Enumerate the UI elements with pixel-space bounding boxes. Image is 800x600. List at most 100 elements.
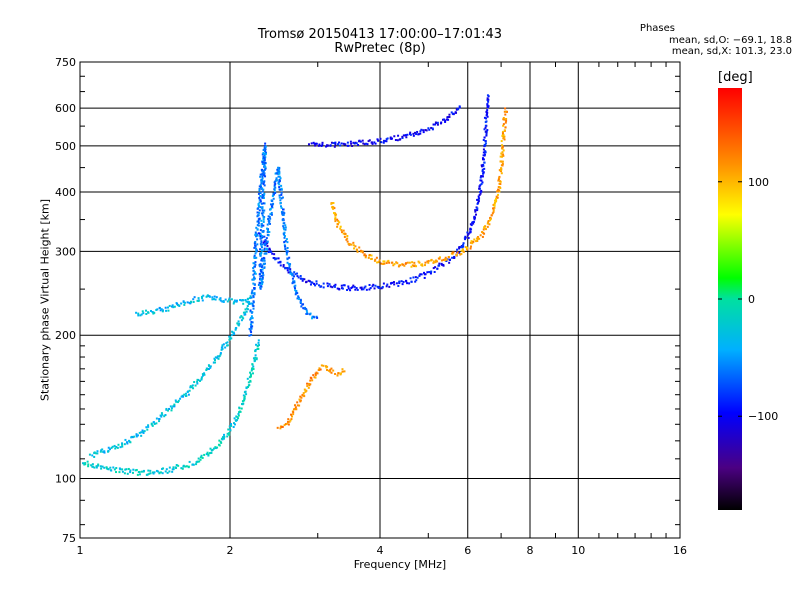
echo-point xyxy=(326,369,329,372)
echo-point xyxy=(497,193,500,196)
echo-point xyxy=(125,441,128,444)
echo-point xyxy=(363,143,366,146)
y-tick-label: 75 xyxy=(62,532,76,545)
echo-point xyxy=(167,309,170,312)
echo-point xyxy=(434,123,437,126)
echo-point xyxy=(293,408,296,411)
echo-point xyxy=(149,472,152,475)
echo-point xyxy=(279,188,282,191)
echo-point xyxy=(249,295,252,298)
echo-point xyxy=(322,282,325,285)
echo-point xyxy=(481,157,484,160)
echo-point xyxy=(403,264,406,267)
echo-point xyxy=(284,247,287,250)
echo-point xyxy=(265,237,268,240)
echo-point xyxy=(222,436,225,439)
echo-point xyxy=(174,466,177,469)
echo-point xyxy=(294,406,297,409)
echo-point xyxy=(462,243,465,246)
echo-point xyxy=(88,453,91,456)
echo-point xyxy=(404,134,407,137)
colorbar-tick-label: 100 xyxy=(748,176,769,189)
echo-point xyxy=(280,193,283,196)
echo-point xyxy=(294,289,297,292)
echo-point xyxy=(448,261,451,264)
echo-point xyxy=(256,207,259,210)
echo-point xyxy=(493,199,496,202)
echo-point xyxy=(249,371,252,374)
echo-point xyxy=(257,341,260,344)
echo-point xyxy=(417,133,420,136)
echo-point xyxy=(261,190,264,193)
echo-point xyxy=(259,242,262,245)
echo-point xyxy=(158,417,161,420)
echo-point xyxy=(284,245,287,248)
echo-point xyxy=(253,276,256,279)
echo-point xyxy=(296,292,299,295)
echo-point xyxy=(300,305,303,308)
echo-point xyxy=(165,468,168,471)
echo-point xyxy=(340,229,343,232)
echo-point xyxy=(503,129,506,132)
echo-point xyxy=(275,257,278,260)
echo-point xyxy=(419,273,422,276)
echo-point xyxy=(301,393,304,396)
echo-point xyxy=(86,460,89,463)
echo-point xyxy=(214,447,217,450)
echo-point xyxy=(229,428,232,431)
echo-point xyxy=(343,284,346,287)
echo-point xyxy=(261,172,264,175)
echo-point xyxy=(133,435,136,438)
echo-point xyxy=(394,139,397,142)
echo-point xyxy=(115,471,118,474)
echo-point xyxy=(500,152,503,155)
echo-point xyxy=(292,281,295,284)
echo-point xyxy=(501,134,504,137)
echo-point xyxy=(501,130,504,133)
echo-point xyxy=(341,231,344,234)
y-tick-label: 200 xyxy=(55,329,76,342)
echo-point xyxy=(289,419,292,422)
echo-point xyxy=(264,243,267,246)
minor-ticks xyxy=(80,62,680,538)
echo-point xyxy=(235,300,238,303)
echo-point xyxy=(263,172,266,175)
echo-point xyxy=(237,320,240,323)
echo-point xyxy=(113,444,116,447)
echo-point xyxy=(315,282,318,285)
echo-point xyxy=(359,249,362,252)
echo-point xyxy=(333,212,336,215)
echo-point xyxy=(257,205,260,208)
echo-point xyxy=(161,310,164,313)
echo-point xyxy=(282,265,285,268)
echo-point xyxy=(451,252,454,255)
echo-point xyxy=(355,248,358,251)
echo-point xyxy=(355,142,358,145)
echo-point xyxy=(380,141,383,144)
echo-point xyxy=(493,201,496,204)
echo-point xyxy=(220,437,223,440)
echo-point xyxy=(138,470,141,473)
echo-point xyxy=(479,179,482,182)
echo-point xyxy=(469,228,472,231)
echo-point xyxy=(107,449,110,452)
echo-point xyxy=(406,282,409,285)
echo-point xyxy=(333,284,336,287)
echo-point xyxy=(147,469,150,472)
echo-point xyxy=(242,394,245,397)
echo-point xyxy=(262,274,265,277)
echo-point xyxy=(414,280,417,283)
echo-point xyxy=(427,127,430,130)
echo-point xyxy=(105,466,108,469)
echo-point xyxy=(384,140,387,143)
echo-point xyxy=(263,152,266,155)
echo-point xyxy=(100,449,103,452)
echo-point xyxy=(486,94,489,97)
echo-point xyxy=(354,245,357,248)
echo-point xyxy=(289,263,292,266)
echo-point xyxy=(109,466,112,469)
echo-point xyxy=(195,463,198,466)
echo-point xyxy=(274,258,277,261)
echo-point xyxy=(284,228,287,231)
echo-point xyxy=(473,215,476,218)
